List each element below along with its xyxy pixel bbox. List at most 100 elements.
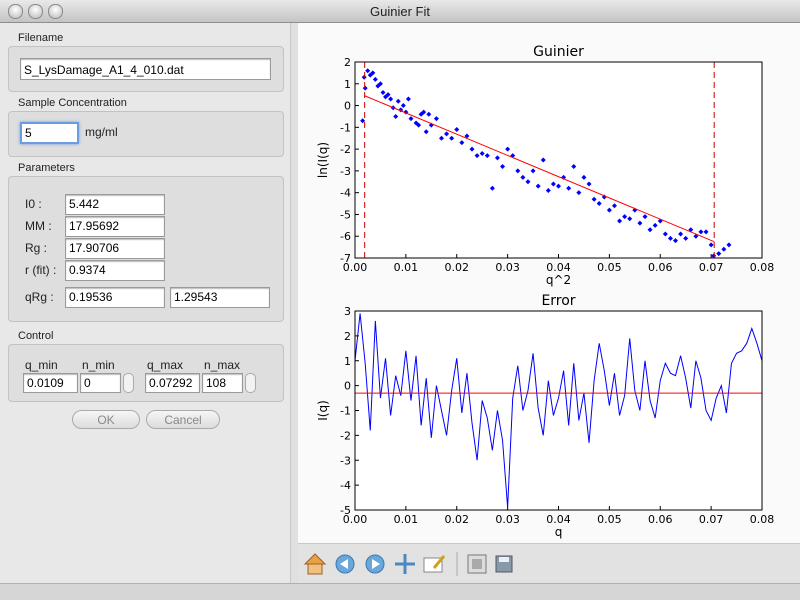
group-label: Control: [18, 330, 54, 342]
point: [370, 70, 376, 76]
point: [673, 238, 679, 244]
point: [515, 168, 521, 174]
close-button[interactable]: [8, 4, 23, 19]
point: [611, 203, 617, 209]
forward-button[interactable]: [365, 554, 385, 574]
point: [535, 183, 541, 189]
point: [365, 68, 371, 74]
param-field[interactable]: 17.90706: [65, 238, 165, 259]
splitter[interactable]: [290, 23, 299, 583]
point: [385, 92, 391, 98]
point: [377, 81, 383, 87]
control-field[interactable]: 0.07292: [145, 373, 200, 393]
x-tick-label: 0.01: [394, 513, 419, 526]
point: [647, 227, 653, 233]
text-field[interactable]: S_LysDamage_A1_4_010.dat: [20, 58, 271, 80]
param-field[interactable]: 0.9374: [65, 260, 165, 281]
point: [416, 122, 422, 128]
zoom-button[interactable]: [48, 4, 63, 19]
plot-area: [355, 311, 762, 510]
y-tick-label: -1: [340, 405, 351, 418]
chart-title: Guinier: [533, 44, 584, 60]
point: [438, 135, 444, 141]
point: [530, 168, 536, 174]
point: [505, 146, 511, 152]
point: [449, 135, 455, 141]
point: [591, 196, 597, 202]
group-label: Filename: [18, 32, 64, 44]
control-field[interactable]: 0: [80, 373, 121, 393]
param-label: r (fit) :: [25, 263, 57, 277]
plot-area: [355, 62, 762, 258]
x-tick-label: 0.04: [546, 261, 571, 274]
ok-button[interactable]: OK: [72, 410, 140, 429]
y-tick-label: 3: [344, 305, 351, 318]
control-field[interactable]: 0.0109: [23, 373, 78, 393]
cancel-button[interactable]: Cancel: [146, 410, 220, 429]
zoom-button[interactable]: [423, 555, 446, 573]
x-axis-label: q^2: [546, 273, 571, 287]
point: [500, 164, 506, 170]
x-tick-label: 0.04: [546, 513, 571, 526]
y-tick-label: -6: [340, 230, 351, 243]
point: [388, 96, 394, 102]
y-tick-label: -7: [340, 252, 351, 265]
stepper[interactable]: [245, 373, 256, 393]
point: [683, 235, 689, 241]
plot-panel: Guinier q^2 ln(I(q) 0.00 0.01 0.02 0.03 0.04 0.0…: [298, 23, 800, 543]
control-field[interactable]: 108: [202, 373, 243, 393]
point: [566, 185, 572, 191]
point: [494, 155, 500, 161]
point: [540, 157, 546, 163]
point: [380, 89, 386, 95]
x-tick-label: 0.03: [495, 513, 520, 526]
point: [408, 116, 414, 122]
y-tick-label: -3: [340, 165, 351, 178]
point: [361, 74, 367, 80]
y-tick-label: 0: [344, 100, 351, 113]
title-bar: Guinier Fit: [0, 0, 800, 23]
point: [637, 220, 643, 226]
point: [642, 214, 648, 220]
subplots-button[interactable]: [467, 554, 487, 574]
point: [395, 98, 401, 104]
point: [426, 111, 432, 117]
status-bar: [0, 583, 800, 600]
point: [627, 216, 633, 222]
point: [372, 76, 378, 82]
x-tick-label: 0.05: [597, 513, 622, 526]
minimize-button[interactable]: [28, 4, 43, 19]
point: [484, 153, 490, 159]
point: [454, 127, 460, 133]
param-field[interactable]: 17.95692: [65, 216, 165, 237]
save-button[interactable]: [495, 555, 513, 573]
x-tick-label: 0.00: [343, 261, 368, 274]
group-label: Parameters: [18, 162, 75, 174]
point: [421, 109, 427, 115]
point: [711, 253, 717, 259]
param-field[interactable]: 1.29543: [170, 287, 270, 308]
point: [617, 218, 623, 224]
y-tick-label: 2: [344, 56, 351, 69]
y-tick-label: -1: [340, 121, 351, 134]
y-tick-label: 1: [344, 355, 351, 368]
stepper[interactable]: [123, 373, 134, 393]
point: [405, 96, 411, 102]
point: [418, 111, 424, 117]
back-button[interactable]: [335, 554, 355, 574]
param-field[interactable]: 0.19536: [65, 287, 165, 308]
y-tick-label: -4: [340, 479, 351, 492]
home-button[interactable]: [303, 553, 327, 575]
y-axis-label: I(q): [316, 400, 330, 421]
param-field[interactable]: 5.442: [65, 194, 165, 215]
point: [586, 181, 592, 187]
pan-button[interactable]: [395, 554, 415, 574]
text-field[interactable]: 5: [20, 122, 79, 144]
point: [393, 113, 399, 119]
x-axis-label: q: [555, 525, 563, 539]
point: [459, 140, 465, 146]
y-tick-label: -5: [340, 208, 351, 221]
point: [362, 85, 368, 91]
point: [444, 131, 450, 137]
